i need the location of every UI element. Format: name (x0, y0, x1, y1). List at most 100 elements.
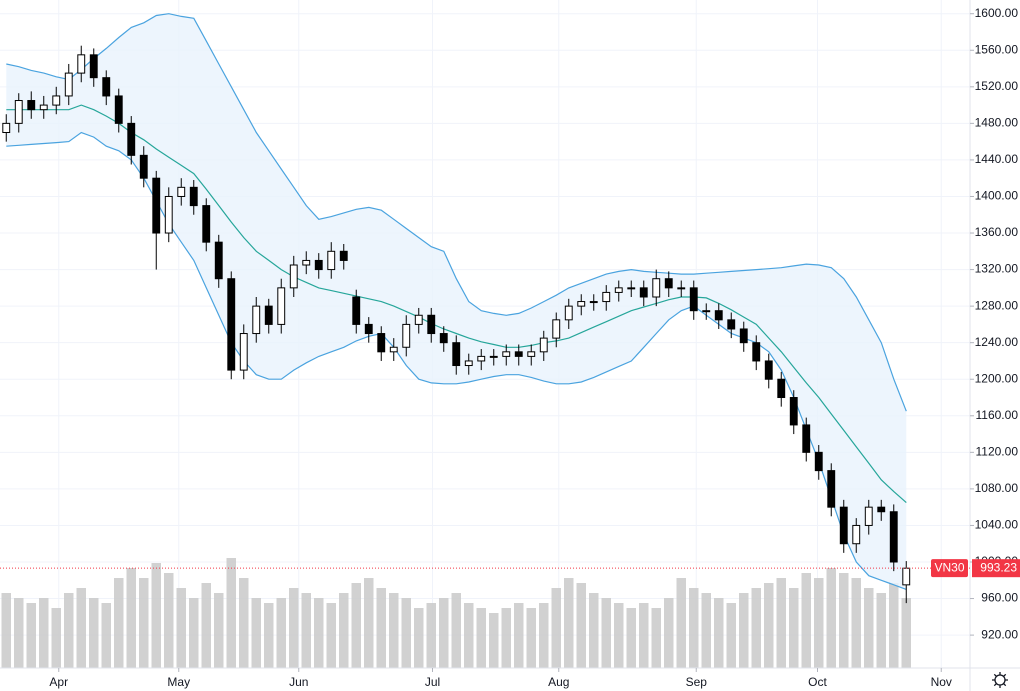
volume-bar (776, 578, 786, 668)
candle-body (89, 54, 98, 79)
volume-bar (176, 588, 186, 668)
volume-bar (414, 608, 424, 668)
volume-bar (339, 593, 349, 668)
volume-bar (301, 593, 311, 668)
candle-body (664, 278, 673, 289)
gear-teeth (992, 672, 1008, 688)
y-tick-label: 1400.00 (975, 189, 1019, 203)
volume-bar (589, 593, 599, 668)
last-price-tag: 993.23 (980, 560, 1017, 574)
candle-body (39, 104, 48, 111)
candle-body (589, 301, 598, 304)
volume-bar (801, 573, 811, 668)
volume-bar (89, 598, 99, 668)
volume-bar (689, 588, 699, 668)
candle-body (239, 333, 248, 371)
volume-bar (276, 598, 286, 668)
volume-bar (751, 588, 761, 668)
candle-body (739, 328, 748, 344)
volume-layer (1, 558, 911, 668)
volume-bar (701, 593, 711, 668)
volume-bar (826, 568, 836, 668)
volume-bar (851, 578, 861, 668)
candle-body (839, 506, 848, 545)
volume-bar (476, 608, 486, 668)
y-tick-label: 1200.00 (975, 371, 1019, 385)
volume-bar (14, 598, 24, 668)
candle-body (127, 122, 136, 156)
band-fill (6, 13, 907, 590)
candle-body (864, 506, 873, 526)
candle-body (464, 360, 473, 367)
candle-body (389, 346, 398, 353)
volume-bar (426, 603, 436, 668)
volume-bar (201, 583, 211, 668)
volume-bar (564, 578, 574, 668)
volume-bar (1, 593, 11, 668)
bands-layer (6, 13, 907, 590)
volume-bar (601, 598, 611, 668)
volume-bar (739, 593, 749, 668)
volume-bar (714, 598, 724, 668)
x-tick-label: Jul (425, 675, 440, 689)
candle-body (302, 259, 311, 266)
candle-body (489, 355, 498, 358)
volume-bar (626, 608, 636, 668)
candle-body (289, 264, 298, 289)
volume-bar (264, 603, 274, 668)
y-tick-label: 1440.00 (975, 152, 1019, 166)
candle-body (189, 186, 198, 207)
y-tick-label: 1080.00 (975, 481, 1019, 495)
volume-bar (889, 583, 899, 668)
candle-body (752, 342, 761, 362)
volume-bar (439, 598, 449, 668)
candle-body (539, 337, 548, 353)
candle-body (677, 287, 686, 290)
volume-bar (151, 563, 161, 668)
candle-body (52, 95, 61, 106)
candle-body (402, 323, 411, 348)
symbol-tag-bg (931, 559, 968, 578)
candle-body (702, 310, 711, 313)
candle-body (514, 351, 523, 357)
volume-bar (64, 593, 74, 668)
candle-body (252, 305, 261, 335)
volume-bar (126, 568, 136, 668)
candle-body (202, 205, 211, 243)
volume-bar (726, 603, 736, 668)
candle-body (452, 342, 461, 367)
volume-bar (164, 573, 174, 668)
volume-bar (514, 603, 524, 668)
volume-bar (326, 603, 336, 668)
y-tick-label: 960.00 (981, 591, 1018, 605)
candle-body (602, 291, 611, 303)
middle-band-line (6, 104, 907, 504)
volume-bar (389, 593, 399, 668)
x-tick-label: Nov (931, 675, 952, 689)
volume-bar (864, 588, 874, 668)
y-tick-label: 1520.00 (975, 79, 1019, 93)
volume-bar (639, 603, 649, 668)
candle-body (214, 241, 223, 280)
candle-body (727, 319, 736, 330)
volume-bar (839, 573, 849, 668)
volume-bar (901, 598, 911, 668)
y-tick-label: 1360.00 (975, 225, 1019, 239)
candle-body (827, 470, 836, 508)
candle-body (152, 177, 161, 234)
last-price-tag-bg (972, 559, 1020, 578)
y-tick-label: 1040.00 (975, 518, 1019, 532)
candle-body (614, 287, 623, 293)
volume-bar (189, 598, 199, 668)
candle-body (889, 511, 898, 563)
candles-layer (2, 45, 911, 604)
volume-bar (614, 603, 624, 668)
candle-body (14, 100, 23, 124)
y-tick-label: 1160.00 (976, 408, 1019, 422)
y-tick-label: 1240.00 (975, 335, 1019, 349)
settings-icon[interactable] (992, 672, 1008, 688)
x-tick-label: Oct (808, 675, 827, 689)
candle-body (877, 506, 886, 513)
volume-bar (789, 588, 799, 668)
